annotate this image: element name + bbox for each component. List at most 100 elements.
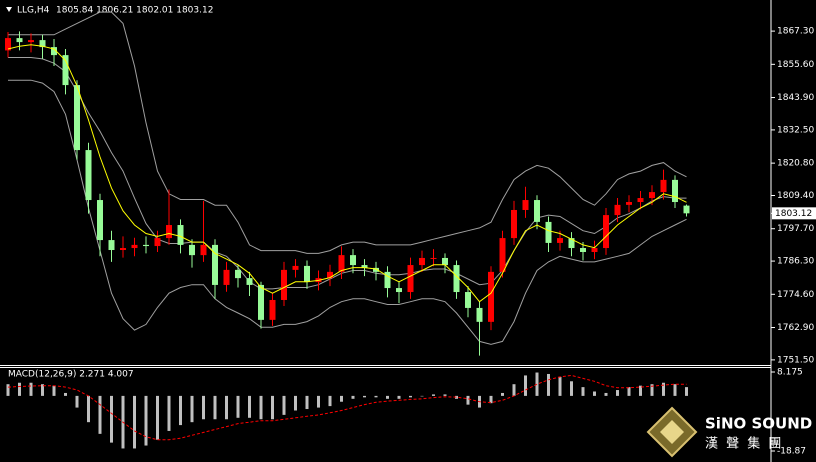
candle-body — [212, 244, 218, 285]
macd-bar — [650, 384, 654, 396]
macd-y-tick-label: 8.175 — [777, 368, 803, 378]
price-marker-label: 1803.12 — [775, 209, 812, 219]
quote: 1805.84 1806.21 1802.01 1803.12 — [56, 6, 213, 16]
macd-bar — [133, 395, 136, 449]
candle-body — [361, 265, 368, 268]
macd-bar — [29, 382, 33, 396]
macd-bar — [75, 395, 79, 408]
candle-body — [419, 257, 425, 266]
macd-bar — [374, 395, 378, 398]
candle-body — [511, 209, 517, 239]
macd-bar — [167, 395, 171, 431]
macd-signal — [7, 374, 687, 441]
candle-body — [327, 271, 333, 279]
candle-body — [51, 47, 57, 56]
y-tick-label: 1774.60 — [777, 290, 814, 300]
price-marker — [772, 207, 816, 220]
candle-body — [396, 288, 402, 293]
candle-body — [74, 85, 80, 151]
candle-body — [672, 179, 678, 203]
macd-bar — [420, 395, 424, 397]
macd-y-tick-label: -18.87 — [777, 446, 806, 456]
candle-body — [499, 238, 506, 272]
candle-body — [557, 238, 563, 243]
candle-body — [660, 179, 667, 193]
candle-body — [235, 269, 241, 279]
macd-bar — [547, 373, 550, 396]
y-tick-label: 1832.50 — [777, 125, 814, 135]
macd-bar — [639, 385, 642, 396]
macd-label: MACD(12,26,9) 2.271 4.007 — [8, 370, 134, 380]
dropdown-icon[interactable] — [6, 7, 12, 12]
candle-body — [166, 225, 172, 239]
macd-bar — [52, 385, 56, 396]
macd-bar — [466, 395, 470, 405]
candle-body — [580, 248, 586, 252]
candle-body — [189, 244, 195, 256]
macd-bar — [524, 375, 527, 396]
candle-body — [603, 215, 609, 249]
macd-bar — [558, 376, 562, 396]
candle-body — [108, 240, 115, 251]
macd-bar — [87, 395, 90, 423]
symbol: LLG,H4 — [17, 6, 50, 16]
macd-bar — [386, 395, 389, 399]
macd-bar — [593, 391, 596, 396]
candle-body — [304, 265, 310, 283]
candle-body — [120, 248, 126, 251]
candle-body — [5, 38, 11, 51]
macd-bar — [271, 395, 274, 420]
candle-body — [384, 271, 391, 289]
candle-body — [246, 278, 253, 285]
candle-body — [85, 150, 92, 201]
macd-bar — [604, 392, 608, 396]
moving-average — [7, 44, 687, 303]
macd-bar — [305, 395, 309, 410]
candle-body — [269, 299, 276, 320]
macd-bar — [409, 395, 412, 398]
logo-icon — [660, 420, 684, 444]
macd-bar — [294, 395, 297, 411]
candle-body — [258, 284, 264, 320]
candle-body — [488, 271, 494, 322]
macd-bar — [363, 395, 366, 398]
macd-bar — [259, 395, 263, 420]
band-middle — [8, 57, 687, 290]
candle-body — [683, 205, 690, 214]
macd-bar — [317, 395, 320, 408]
candle-body — [465, 292, 471, 308]
y-tick-label: 1809.40 — [777, 191, 814, 201]
logo-name: SiNO SOUND — [705, 415, 812, 433]
candle-body — [568, 238, 575, 249]
macd-bar — [282, 395, 286, 415]
candle-body — [522, 200, 529, 210]
macd-bar — [432, 394, 435, 396]
macd-bar — [156, 395, 159, 440]
y-tick-label: 1762.90 — [777, 323, 814, 333]
macd-bar — [6, 384, 10, 396]
macd-bar — [225, 395, 228, 420]
macd-bar — [512, 384, 516, 396]
macd-bar — [98, 395, 102, 434]
macd-bar — [685, 387, 688, 396]
macd-bar — [581, 387, 585, 396]
y-tick-label: 1867.30 — [777, 27, 814, 37]
candle-body — [545, 221, 552, 243]
y-tick-label: 1797.70 — [777, 224, 814, 234]
macd-bar — [570, 381, 573, 396]
candle-body — [28, 40, 34, 43]
macd-bar — [110, 395, 113, 443]
candle-body — [453, 265, 460, 293]
candle-body — [223, 269, 230, 285]
macd-bar — [351, 395, 355, 399]
candle-body — [407, 265, 414, 293]
macd-bar — [616, 390, 619, 396]
candle-body — [97, 200, 103, 241]
band-lower — [8, 79, 687, 345]
candle-body — [430, 257, 437, 259]
macd-bar — [179, 395, 182, 426]
macd-bar — [236, 395, 240, 418]
y-tick-label: 1843.90 — [777, 93, 814, 103]
candle-body — [62, 55, 69, 86]
